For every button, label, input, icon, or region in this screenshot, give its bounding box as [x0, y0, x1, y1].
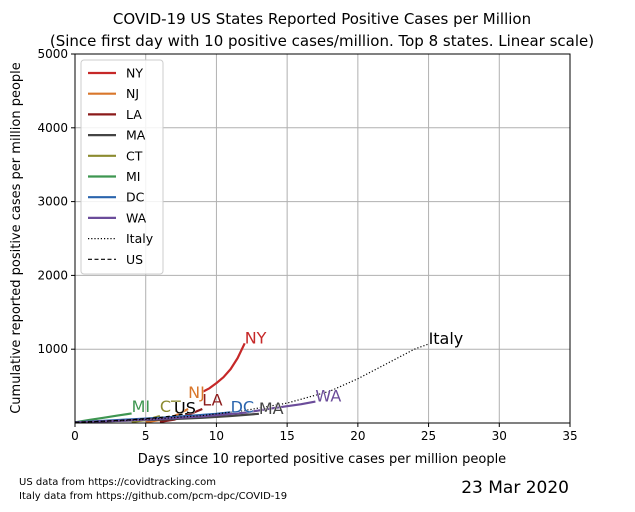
chart-subtitle: (Since first day with 10 positive cases/… — [50, 32, 594, 50]
x-axis-label: Days since 10 reported positive cases pe… — [138, 452, 506, 467]
plot-frame — [74, 53, 571, 424]
series-label-ct: CT — [160, 397, 181, 416]
legend-label-nj: NJ — [126, 86, 139, 101]
x-tick-label: 35 — [562, 429, 577, 443]
legend-label-dc: DC — [126, 190, 145, 205]
series-line-ny — [201, 342, 246, 393]
y-tick-label: 2000 — [37, 268, 68, 282]
series-label-la: LA — [202, 390, 222, 409]
legend: NY NJ LA MA CT MI DC WA Italy US — [80, 59, 164, 275]
y-tick-label: 4000 — [37, 121, 68, 135]
x-tick-label: 10 — [209, 429, 224, 443]
data-series — [74, 342, 429, 424]
y-tick-label: 3000 — [37, 195, 68, 209]
source-us: US data from https://covidtracking.com — [19, 477, 216, 488]
series-label-ma: MA — [259, 399, 284, 418]
series-label-us: US — [174, 398, 196, 417]
y-tick-label: 5000 — [37, 47, 68, 61]
legend-label-ma: MA — [126, 128, 146, 143]
y-tick-label: 1000 — [37, 342, 68, 356]
series-line-italy — [74, 343, 429, 423]
series-label-wa: WA — [315, 387, 341, 406]
x-tick-label: 15 — [280, 429, 295, 443]
legend-label-wa: WA — [126, 210, 147, 225]
legend-label-us: US — [126, 252, 143, 267]
series-label-nj: NJ — [188, 383, 205, 402]
chart-date: 23 Mar 2020 — [461, 478, 569, 498]
legend-label-ny: NY — [126, 66, 143, 81]
source-italy: Italy data from https://github.com/pcm-d… — [19, 491, 287, 502]
x-tick-label: 25 — [421, 429, 436, 443]
series-line-wa — [74, 400, 316, 424]
legend-label-ct: CT — [126, 148, 143, 163]
x-axis-ticks: 0 5 10 15 20 25 30 35 — [71, 423, 578, 443]
series-label-ny: NY — [245, 328, 267, 347]
gridlines — [75, 54, 570, 423]
series-label-dc: DC — [231, 397, 255, 416]
series-label-italy: Italy — [429, 329, 464, 348]
chart-title: COVID-19 US States Reported Positive Cas… — [113, 10, 531, 28]
series-label-mi: MI — [132, 397, 151, 416]
legend-label-italy: Italy — [126, 231, 154, 246]
x-tick-label: 5 — [142, 429, 150, 443]
x-tick-label: 0 — [71, 429, 79, 443]
legend-label-mi: MI — [126, 169, 140, 184]
x-tick-label: 30 — [492, 429, 507, 443]
legend-label-la: LA — [126, 107, 142, 122]
x-tick-label: 20 — [350, 429, 365, 443]
y-axis-ticks: 1000 2000 3000 4000 5000 — [37, 47, 75, 356]
y-axis-label: Cumulative reported positive cases per m… — [9, 62, 24, 414]
